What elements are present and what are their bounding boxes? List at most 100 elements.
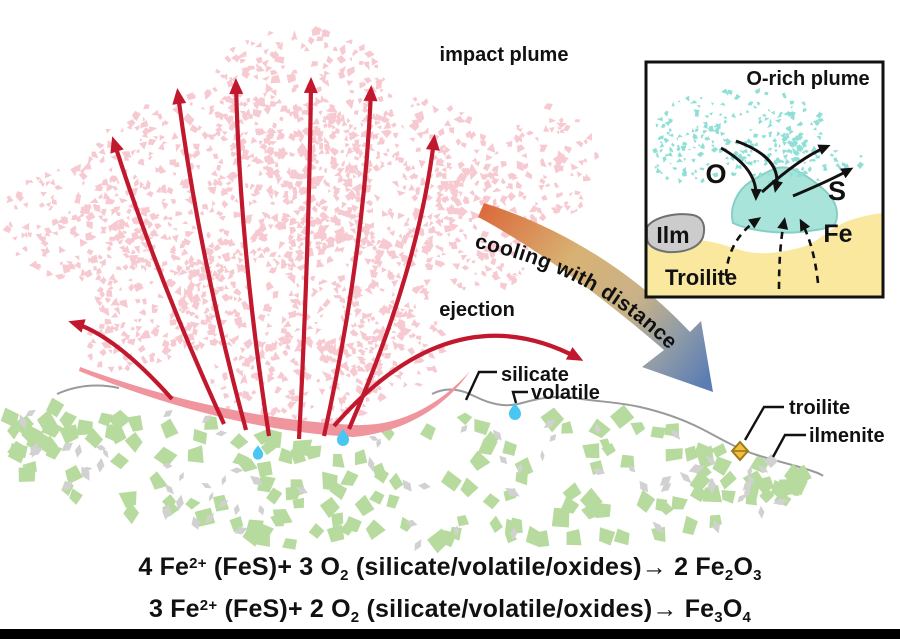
plume-particle (441, 167, 447, 173)
plume-particle (335, 282, 342, 288)
plume-particle (324, 182, 331, 188)
silicate-particle (41, 419, 63, 438)
plume-particle (192, 143, 200, 151)
inset-plume-particle (677, 152, 683, 158)
plume-particle (366, 239, 375, 247)
plume-particle (382, 210, 390, 217)
plume-particle (473, 161, 481, 167)
plume-particle (201, 291, 207, 295)
inset-plume-particle (786, 150, 789, 153)
inset-plume-particle (654, 166, 659, 169)
plume-particle (500, 230, 511, 239)
plume-particle (553, 182, 560, 188)
plume-particle (559, 128, 565, 134)
sulfur-out-arrow (792, 167, 854, 198)
plume-particle (389, 230, 396, 237)
plume-particle (330, 113, 339, 120)
inset-plume-particle (763, 158, 769, 163)
plume-particle (448, 203, 454, 211)
plume-particle (294, 312, 301, 316)
plume-particle (21, 245, 28, 252)
plume-particle (387, 303, 395, 313)
plume-particle (122, 330, 130, 337)
plume-particle (338, 65, 346, 75)
inset-troilite-region (646, 213, 883, 296)
plume-particle (232, 253, 237, 257)
plume-particle (255, 66, 265, 72)
plume-particle (234, 312, 241, 318)
plume-particle (133, 125, 140, 130)
plume-particle (395, 320, 402, 327)
inset-plume-particle (766, 173, 772, 176)
plume-particle (277, 254, 281, 258)
inset-plume-particle (715, 127, 720, 132)
plume-particle (361, 107, 369, 113)
silicate-particle (340, 470, 359, 486)
plume-particle (324, 136, 330, 144)
plume-particle (178, 308, 182, 312)
inset-plume-particle (694, 128, 699, 132)
inset-plume-particle (734, 141, 739, 145)
plume-particle (330, 155, 337, 165)
plume-particle (330, 216, 336, 224)
plume-particle (140, 355, 148, 364)
plume-particle (372, 112, 376, 118)
plume-particle (348, 214, 356, 221)
silicate-particle (331, 512, 344, 529)
plume-particle (366, 312, 373, 318)
inset-plume-particle (748, 103, 751, 106)
silicate-particle (282, 538, 297, 550)
plume-particle (283, 263, 289, 268)
plume-particle (543, 103, 553, 111)
plume-particle (224, 309, 229, 314)
plume-particle (407, 347, 415, 356)
plume-particle (256, 226, 263, 232)
inset-plume-particle (747, 153, 751, 157)
plume-particle (255, 128, 264, 135)
plume-particle (379, 163, 385, 170)
plume-particle (296, 282, 300, 288)
plume-particle (428, 227, 433, 233)
plume-particle (480, 230, 490, 238)
plume-particle (413, 355, 425, 364)
plume-particle (211, 200, 216, 207)
plume-particle (392, 340, 400, 350)
plume-particle (135, 325, 143, 332)
oxide-particle (19, 414, 27, 430)
silicate-particle (326, 524, 345, 543)
plume-particle (429, 220, 434, 227)
plume-particle (112, 326, 118, 332)
plume-particle (322, 212, 331, 219)
plume-particle (486, 143, 496, 153)
plume-particle (491, 272, 501, 281)
plume-particle (336, 110, 342, 117)
plume-particle (182, 220, 189, 225)
plume-particle (575, 140, 584, 148)
oxide-particle (493, 429, 502, 441)
inset-plume-particle (672, 167, 678, 170)
silicate-particle (343, 516, 362, 533)
plume-particle (331, 280, 338, 286)
plume-particle (275, 42, 282, 48)
plume-particle (304, 46, 310, 52)
plume-particle (458, 228, 465, 233)
inset-plume-particle (657, 135, 663, 141)
plume-particle (98, 258, 106, 266)
inset-plume-particle (742, 156, 745, 160)
plume-particle (142, 127, 151, 136)
plume-particle (473, 272, 478, 275)
plume-particle (292, 186, 298, 194)
plume-particle (556, 130, 559, 135)
inset-plume-particle (739, 112, 743, 116)
inset-plume-particle (711, 102, 714, 106)
plume-particle (262, 233, 269, 240)
oxide-particle (162, 462, 173, 469)
plume-particle (267, 224, 274, 230)
inset-plume-particle (833, 157, 839, 162)
plume-particle (236, 323, 245, 329)
plume-particle (318, 353, 327, 360)
silicate-particle (193, 428, 207, 445)
inset-plume-particle (662, 156, 667, 163)
inset-plume-particle (668, 133, 674, 137)
plume-particle (50, 194, 54, 201)
